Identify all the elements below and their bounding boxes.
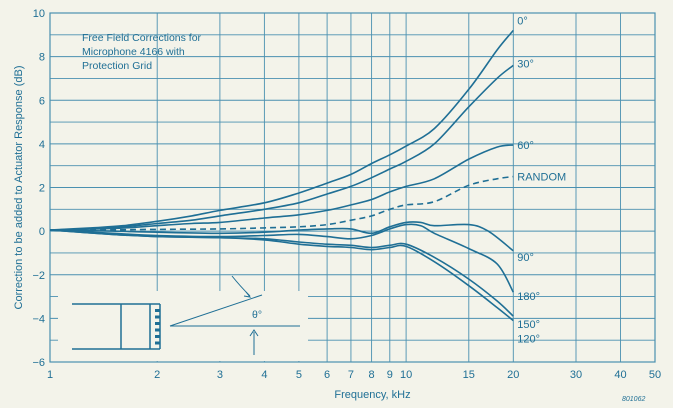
series-line xyxy=(49,64,514,231)
protection-grid-slot xyxy=(155,315,160,319)
curve-layer xyxy=(49,29,515,322)
x-tick-label: 50 xyxy=(649,369,661,381)
protection-grid-slot xyxy=(155,309,160,312)
series-line xyxy=(49,223,515,293)
curve-label: 180° xyxy=(517,291,540,303)
y-tick-label: 4 xyxy=(39,139,45,151)
angle-label: θ° xyxy=(252,309,262,321)
y-tick-label: −6 xyxy=(32,357,45,369)
series-line xyxy=(49,229,514,322)
protection-grid-slot xyxy=(155,335,160,338)
curve-label: 0° xyxy=(517,15,528,27)
curve-label: RANDOM xyxy=(517,172,566,184)
x-tick-label: 1 xyxy=(47,369,53,381)
y-tick-label: 6 xyxy=(39,95,45,107)
y-tick-label: 10 xyxy=(33,8,45,20)
protection-grid-slot xyxy=(155,341,160,345)
series-line xyxy=(49,29,514,231)
angle-arrow-bottom xyxy=(249,329,259,337)
x-tick-label: 2 xyxy=(154,369,160,381)
series-line xyxy=(49,175,514,231)
series-line xyxy=(49,144,514,231)
curve-label: 90° xyxy=(517,252,534,264)
series-line xyxy=(49,221,514,252)
angle-arrow-top xyxy=(243,291,252,298)
x-tick-label: 3 xyxy=(217,369,223,381)
annotation-line: Microphone 4166 with xyxy=(82,46,185,58)
x-tick-label: 40 xyxy=(614,369,626,381)
x-tick-label: 9 xyxy=(387,369,393,381)
annotation-line: Free Field Corrections for xyxy=(82,32,202,44)
x-tick-label: 8 xyxy=(369,369,375,381)
y-tick-label: 2 xyxy=(39,183,45,195)
y-tick-label: −2 xyxy=(32,270,45,282)
x-tick-label: 5 xyxy=(296,369,302,381)
y-tick-label: −4 xyxy=(32,313,45,325)
x-tick-label: 10 xyxy=(400,369,412,381)
curve-label: 60° xyxy=(517,140,534,152)
x-tick-label: 4 xyxy=(261,369,267,381)
curve-label: 120° xyxy=(517,334,540,346)
x-tick-label: 20 xyxy=(507,369,519,381)
annotation-line: Protection Grid xyxy=(82,60,152,72)
curve-label: 30° xyxy=(517,58,534,70)
y-tick-label: 8 xyxy=(39,52,45,64)
x-axis-label: Frequency, kHz xyxy=(334,389,410,401)
figure-code: 801062 xyxy=(622,396,645,403)
x-tick-label: 15 xyxy=(463,369,475,381)
x-tick-label: 7 xyxy=(348,369,354,381)
curve-label: 150° xyxy=(517,319,540,331)
x-tick-label: 30 xyxy=(570,369,582,381)
text-layer: Free Field Corrections for Microphone 41… xyxy=(13,15,645,403)
protection-grid-slot xyxy=(155,322,160,325)
protection-grid-slot xyxy=(155,328,160,332)
y-tick-label: 0 xyxy=(39,226,45,238)
incidence-line xyxy=(169,294,263,327)
x-tick-label: 6 xyxy=(324,369,330,381)
microphone-diagram xyxy=(58,275,308,361)
y-axis-label: Correction to be added to Actuator Respo… xyxy=(13,66,25,310)
